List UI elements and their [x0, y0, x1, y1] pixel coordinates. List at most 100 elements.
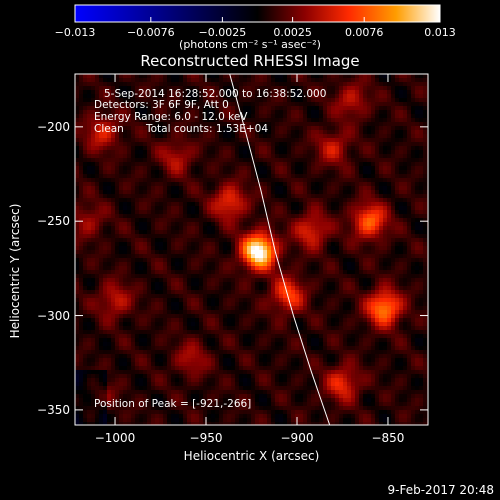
image-pixel: [295, 150, 300, 155]
image-pixel: [183, 142, 188, 147]
image-pixel: [299, 282, 304, 287]
image-pixel: [307, 82, 312, 87]
image-pixel: [355, 218, 360, 223]
image-pixel: [323, 270, 328, 275]
image-pixel: [163, 266, 168, 271]
image-pixel: [275, 94, 280, 99]
image-pixel: [267, 238, 272, 243]
image-pixel: [127, 170, 132, 175]
image-pixel: [407, 146, 412, 151]
image-pixel: [235, 266, 240, 271]
image-pixel: [87, 250, 92, 255]
image-pixel: [119, 118, 124, 123]
image-pixel: [115, 202, 120, 207]
image-pixel: [255, 130, 260, 135]
image-pixel: [411, 138, 416, 143]
image-pixel: [247, 246, 252, 251]
image-pixel: [91, 102, 96, 107]
image-pixel: [275, 242, 280, 247]
image-pixel: [91, 162, 96, 167]
image-pixel: [275, 158, 280, 163]
image-pixel: [315, 78, 320, 83]
image-pixel: [307, 146, 312, 151]
image-pixel: [299, 150, 304, 155]
image-pixel: [315, 122, 320, 127]
image-pixel: [259, 274, 264, 279]
image-pixel: [211, 114, 216, 119]
image-pixel: [95, 198, 100, 203]
image-pixel: [235, 146, 240, 151]
image-pixel: [271, 126, 276, 131]
image-pixel: [311, 86, 316, 91]
image-pixel: [419, 286, 424, 291]
image-pixel: [159, 158, 164, 163]
image-pixel: [371, 134, 376, 139]
image-pixel: [291, 126, 296, 131]
image-pixel: [343, 142, 348, 147]
image-pixel: [395, 286, 400, 291]
image-pixel: [347, 186, 352, 191]
image-pixel: [87, 182, 92, 187]
image-pixel: [387, 226, 392, 231]
image-pixel: [299, 190, 304, 195]
image-pixel: [263, 82, 268, 87]
image-pixel: [391, 218, 396, 223]
image-pixel: [87, 130, 92, 135]
image-pixel: [419, 78, 424, 83]
image-pixel: [91, 246, 96, 251]
image-pixel: [315, 234, 320, 239]
image-pixel: [139, 242, 144, 247]
image-pixel: [299, 250, 304, 255]
image-pixel: [399, 246, 404, 251]
image-pixel: [107, 274, 112, 279]
image-pixel: [91, 234, 96, 239]
image-pixel: [315, 170, 320, 175]
image-pixel: [151, 86, 156, 91]
image-pixel: [291, 206, 296, 211]
image-pixel: [79, 198, 84, 203]
image-pixel: [271, 186, 276, 191]
image-pixel: [371, 242, 376, 247]
image-pixel: [263, 126, 268, 131]
image-pixel: [383, 126, 388, 131]
image-pixel: [367, 102, 372, 107]
image-pixel: [391, 274, 396, 279]
image-pixel: [75, 86, 80, 91]
image-pixel: [295, 178, 300, 183]
image-pixel: [363, 122, 368, 127]
image-pixel: [263, 190, 268, 195]
image-pixel: [91, 238, 96, 243]
image-pixel: [187, 282, 192, 287]
image-pixel: [351, 250, 356, 255]
image-pixel: [223, 242, 228, 247]
image-pixel: [151, 126, 156, 131]
image-pixel: [247, 270, 252, 275]
image-pixel: [411, 294, 416, 299]
image-pixel: [155, 138, 160, 143]
image-pixel: [299, 114, 304, 119]
image-pixel: [111, 166, 116, 171]
image-pixel: [155, 238, 160, 243]
image-pixel: [271, 74, 276, 79]
image-pixel: [331, 146, 336, 151]
image-pixel: [215, 98, 220, 103]
image-pixel: [87, 178, 92, 183]
image-pixel: [399, 250, 404, 255]
image-pixel: [95, 226, 100, 231]
image-pixel: [287, 186, 292, 191]
image-pixel: [163, 246, 168, 251]
image-pixel: [83, 202, 88, 207]
image-pixel: [379, 106, 384, 111]
image-pixel: [179, 78, 184, 83]
image-pixel: [267, 258, 272, 263]
image-pixel: [171, 254, 176, 259]
image-pixel: [143, 202, 148, 207]
image-pixel: [251, 118, 256, 123]
image-pixel: [107, 134, 112, 139]
image-pixel: [159, 162, 164, 167]
image-pixel: [87, 214, 92, 219]
image-pixel: [403, 178, 408, 183]
image-pixel: [347, 98, 352, 103]
image-pixel: [391, 74, 396, 79]
image-pixel: [419, 110, 424, 115]
